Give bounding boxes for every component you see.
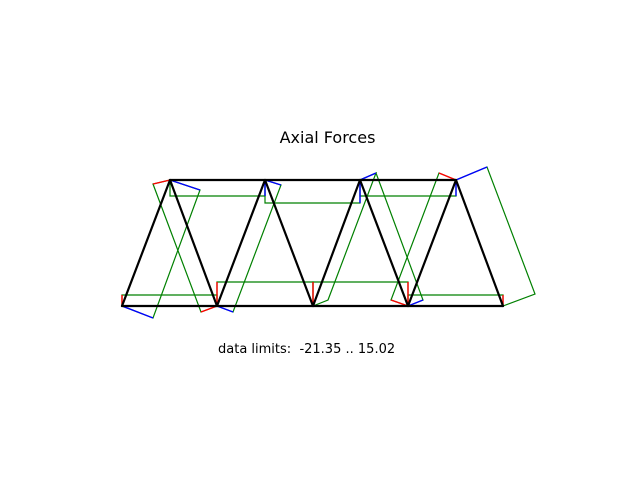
- data-limits-max: 15.02: [357, 342, 396, 357]
- diagram-bottom-chord-1: [121, 294, 218, 307]
- diagonal-member-5: [311, 178, 362, 308]
- diagonal-member-8: [454, 178, 505, 308]
- diagram-top-chord-1: [169, 179, 266, 197]
- diagram-top-chord-2: [264, 179, 361, 204]
- data-limits-label: data limits:: [218, 342, 292, 357]
- red-tick-2: [152, 179, 171, 185]
- blue-tick-7: [359, 172, 377, 181]
- diagonal-member-1: [120, 178, 172, 308]
- data-limits-separator: ..: [345, 342, 354, 357]
- data-limits-min: -21.35: [299, 342, 342, 357]
- diagram-top-chord-3: [359, 179, 457, 197]
- diagram-title: Axial Forces: [279, 128, 376, 147]
- diagonal-member-6: [358, 178, 410, 308]
- blue-tick-10: [455, 166, 488, 181]
- blue-tick-2: [169, 179, 201, 191]
- diagram-bottom-chord-2: [216, 281, 314, 307]
- data-limits-text: data limits: -21.35 .. 15.02: [218, 342, 395, 357]
- compression-ticks: [121, 172, 504, 313]
- diagonal-member-2: [168, 178, 219, 308]
- force-diagram-outlines: [121, 166, 536, 319]
- truss-members: [120, 178, 505, 308]
- blue-tick-1: [121, 305, 154, 319]
- diagonal-member-7: [406, 178, 458, 308]
- diagonal-member-3: [215, 178, 267, 308]
- diagonal-member-4: [263, 178, 315, 308]
- red-tick-8: [438, 172, 457, 181]
- diagram-diagonal-4: [311, 171, 378, 308]
